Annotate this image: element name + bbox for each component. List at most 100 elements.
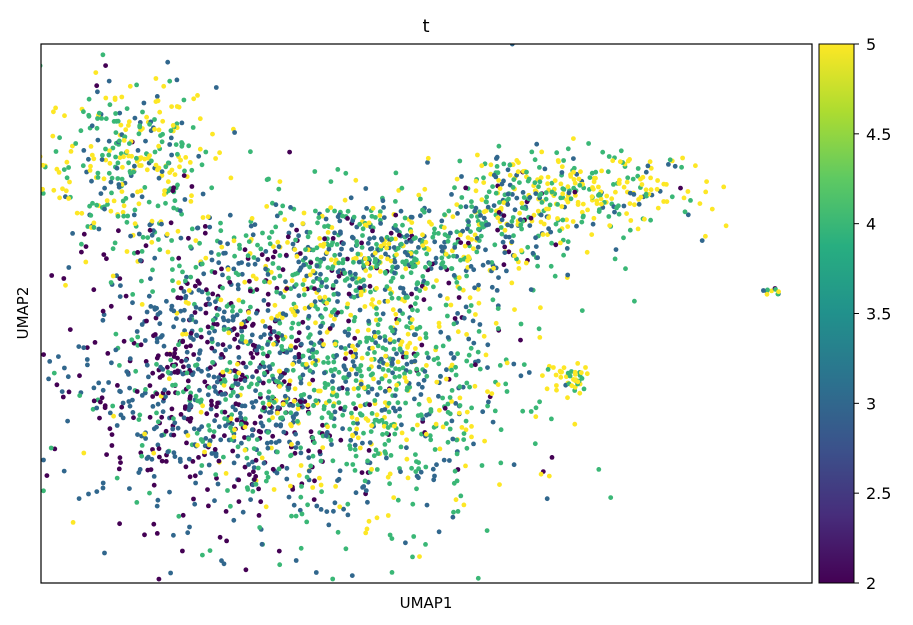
scatter-point <box>130 193 136 198</box>
scatter-point <box>585 207 590 213</box>
scatter-point <box>447 426 453 432</box>
scatter-point <box>468 345 474 351</box>
scatter-point <box>435 355 440 361</box>
scatter-point <box>453 364 458 370</box>
scatter-point <box>483 208 489 214</box>
scatter-point <box>374 285 379 291</box>
scatter-point <box>231 238 237 244</box>
scatter-point <box>265 272 271 277</box>
scatter-point <box>265 342 270 347</box>
scatter-point <box>330 239 335 245</box>
scatter-point <box>371 453 377 459</box>
scatter-point <box>332 316 337 322</box>
scatter-point <box>420 274 426 279</box>
scatter-point <box>127 403 133 409</box>
scatter-point <box>274 285 280 291</box>
scatter-point <box>463 463 468 469</box>
scatter-point <box>368 429 374 434</box>
scatter-point <box>228 175 234 181</box>
scatter-point <box>423 431 429 437</box>
scatter-point <box>306 455 312 461</box>
scatter-point <box>280 203 286 209</box>
scatter-point <box>323 433 329 439</box>
scatter-point <box>295 440 301 446</box>
scatter-point <box>135 334 141 340</box>
scatter-point <box>436 529 442 535</box>
scatter-point <box>180 548 185 554</box>
scatter-point <box>273 202 279 208</box>
scatter-point <box>121 203 127 209</box>
scatter-point <box>598 201 604 207</box>
scatter-point <box>526 176 532 182</box>
scatter-point <box>423 239 429 245</box>
scatter-point <box>463 427 469 433</box>
scatter-point <box>404 324 409 330</box>
scatter-point <box>116 228 121 234</box>
scatter-point <box>327 326 333 331</box>
scatter-point <box>358 292 364 298</box>
scatter-point <box>423 464 429 470</box>
scatter-point <box>455 329 461 335</box>
scatter-point <box>558 195 564 201</box>
scatter-point <box>193 393 199 399</box>
scatter-point <box>154 391 160 397</box>
scatter-point <box>159 458 165 464</box>
scatter-point <box>172 346 178 352</box>
scatter-point <box>418 196 423 202</box>
scatter-point <box>152 126 157 132</box>
scatter-point <box>405 252 410 258</box>
scatter-point <box>286 494 292 500</box>
scatter-point <box>370 228 375 234</box>
scatter-point <box>276 265 282 271</box>
scatter-point <box>228 503 233 509</box>
scatter-point <box>329 225 335 230</box>
scatter-point <box>515 169 521 175</box>
scatter-point <box>142 431 148 437</box>
scatter-point <box>616 211 622 217</box>
scatter-point <box>350 432 355 438</box>
scatter-point <box>409 291 414 297</box>
scatter-point <box>628 218 634 223</box>
scatter-point <box>549 180 555 186</box>
scatter-point <box>242 447 248 453</box>
scatter-point <box>507 162 513 168</box>
scatter-point <box>153 76 159 81</box>
scatter-point <box>498 225 504 230</box>
scatter-point <box>392 393 398 398</box>
scatter-point <box>236 297 242 303</box>
scatter-point <box>451 480 457 486</box>
scatter-point <box>208 250 214 255</box>
scatter-point <box>385 425 391 430</box>
scatter-point <box>184 274 189 280</box>
scatter-point <box>496 210 502 215</box>
scatter-point <box>404 437 409 443</box>
scatter-point <box>206 330 212 336</box>
scatter-point <box>532 157 538 163</box>
scatter-point <box>761 288 766 293</box>
scatter-point <box>485 403 490 409</box>
scatter-point <box>410 307 415 313</box>
scatter-point <box>502 244 508 250</box>
colorbar-tick-label: 4.5 <box>866 125 891 144</box>
scatter-point <box>368 265 374 271</box>
scatter-point <box>51 109 56 115</box>
scatter-point <box>295 309 300 314</box>
scatter-point <box>382 338 388 343</box>
scatter-point <box>485 365 490 370</box>
scatter-point <box>472 285 477 291</box>
scatter-point <box>230 304 236 310</box>
scatter-point <box>528 287 534 292</box>
scatter-point <box>351 420 356 426</box>
scatter-point <box>546 215 551 221</box>
scatter-point <box>170 288 176 293</box>
scatter-point <box>74 210 80 216</box>
scatter-point <box>479 463 485 468</box>
scatter-point <box>41 488 46 494</box>
scatter-point <box>265 474 271 480</box>
scatter-point <box>274 470 280 476</box>
scatter-point <box>216 375 222 380</box>
scatter-point <box>427 398 433 404</box>
scatter-point <box>271 399 277 405</box>
scatter-point <box>149 239 155 245</box>
scatter-point <box>217 534 223 540</box>
